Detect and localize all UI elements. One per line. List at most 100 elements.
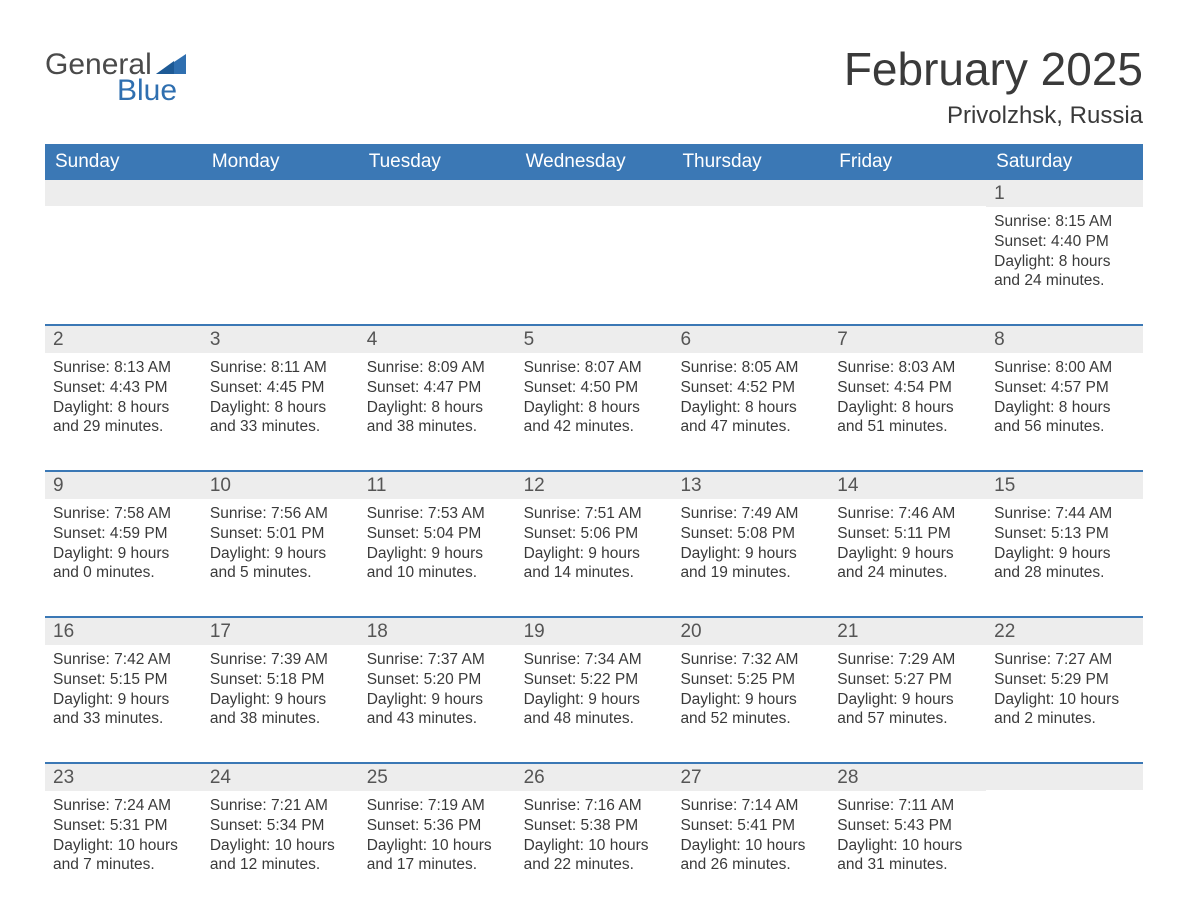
day-details: Sunrise: 8:15 AMSunset: 4:40 PMDaylight:… bbox=[986, 207, 1143, 295]
day-detail-line: Sunset: 5:11 PM bbox=[837, 524, 978, 544]
day-detail-line: Daylight: 9 hours bbox=[367, 544, 508, 564]
day-cell bbox=[672, 180, 829, 300]
day-detail-line: Sunrise: 7:51 AM bbox=[524, 504, 665, 524]
day-number: 18 bbox=[359, 618, 516, 645]
day-detail-line: Sunrise: 8:11 AM bbox=[210, 358, 351, 378]
day-number: 27 bbox=[672, 764, 829, 791]
day-cell: 22Sunrise: 7:27 AMSunset: 5:29 PMDayligh… bbox=[986, 618, 1143, 738]
day-detail-line: Daylight: 10 hours bbox=[367, 836, 508, 856]
day-details: Sunrise: 7:16 AMSunset: 5:38 PMDaylight:… bbox=[516, 791, 673, 879]
day-detail-line: Daylight: 9 hours bbox=[680, 690, 821, 710]
day-detail-line: and 28 minutes. bbox=[994, 563, 1135, 583]
day-detail-line: and 7 minutes. bbox=[53, 855, 194, 875]
weekday-header: Monday bbox=[202, 144, 359, 180]
day-detail-line: Daylight: 10 hours bbox=[994, 690, 1135, 710]
day-detail-line: Sunset: 4:54 PM bbox=[837, 378, 978, 398]
day-detail-line: Daylight: 9 hours bbox=[837, 690, 978, 710]
day-cell bbox=[202, 180, 359, 300]
day-details: Sunrise: 7:24 AMSunset: 5:31 PMDaylight:… bbox=[45, 791, 202, 879]
day-details: Sunrise: 7:46 AMSunset: 5:11 PMDaylight:… bbox=[829, 499, 986, 587]
day-detail-line: and 42 minutes. bbox=[524, 417, 665, 437]
day-number: 23 bbox=[45, 764, 202, 791]
day-detail-line: Daylight: 10 hours bbox=[53, 836, 194, 856]
day-cell: 25Sunrise: 7:19 AMSunset: 5:36 PMDayligh… bbox=[359, 764, 516, 884]
day-detail-line: Daylight: 9 hours bbox=[680, 544, 821, 564]
day-detail-line: Daylight: 10 hours bbox=[680, 836, 821, 856]
day-detail-line: Sunrise: 7:27 AM bbox=[994, 650, 1135, 670]
logo: General Blue bbox=[45, 30, 186, 106]
day-detail-line: Sunrise: 7:49 AM bbox=[680, 504, 821, 524]
day-detail-line: Sunrise: 8:03 AM bbox=[837, 358, 978, 378]
day-number: 13 bbox=[672, 472, 829, 499]
day-detail-line: Daylight: 10 hours bbox=[210, 836, 351, 856]
day-cell: 15Sunrise: 7:44 AMSunset: 5:13 PMDayligh… bbox=[986, 472, 1143, 592]
day-detail-line: Daylight: 9 hours bbox=[994, 544, 1135, 564]
day-details: Sunrise: 7:11 AMSunset: 5:43 PMDaylight:… bbox=[829, 791, 986, 879]
day-details: Sunrise: 7:49 AMSunset: 5:08 PMDaylight:… bbox=[672, 499, 829, 587]
day-detail-line: Sunset: 4:52 PM bbox=[680, 378, 821, 398]
day-detail-line: and 29 minutes. bbox=[53, 417, 194, 437]
day-cell: 12Sunrise: 7:51 AMSunset: 5:06 PMDayligh… bbox=[516, 472, 673, 592]
weekday-header: Sunday bbox=[45, 144, 202, 180]
day-cell bbox=[516, 180, 673, 300]
month-title: February 2025 bbox=[844, 42, 1143, 96]
day-detail-line: and 24 minutes. bbox=[994, 271, 1135, 291]
day-detail-line: Sunset: 4:47 PM bbox=[367, 378, 508, 398]
day-detail-line: Sunset: 4:43 PM bbox=[53, 378, 194, 398]
calendar: Sunday Monday Tuesday Wednesday Thursday… bbox=[45, 144, 1143, 884]
weekday-header: Tuesday bbox=[359, 144, 516, 180]
day-detail-line: Sunset: 5:04 PM bbox=[367, 524, 508, 544]
day-number: 8 bbox=[986, 326, 1143, 353]
day-detail-line: Sunrise: 8:15 AM bbox=[994, 212, 1135, 232]
day-detail-line: Sunrise: 8:13 AM bbox=[53, 358, 194, 378]
calendar-week: 16Sunrise: 7:42 AMSunset: 5:15 PMDayligh… bbox=[45, 616, 1143, 738]
day-detail-line: Daylight: 9 hours bbox=[53, 544, 194, 564]
day-cell: 11Sunrise: 7:53 AMSunset: 5:04 PMDayligh… bbox=[359, 472, 516, 592]
day-number: 15 bbox=[986, 472, 1143, 499]
day-detail-line: Daylight: 8 hours bbox=[210, 398, 351, 418]
weekday-header: Wednesday bbox=[516, 144, 673, 180]
day-cell bbox=[986, 764, 1143, 884]
day-detail-line: Daylight: 8 hours bbox=[524, 398, 665, 418]
day-cell: 6Sunrise: 8:05 AMSunset: 4:52 PMDaylight… bbox=[672, 326, 829, 446]
day-detail-line: Sunset: 5:29 PM bbox=[994, 670, 1135, 690]
day-detail-line: and 56 minutes. bbox=[994, 417, 1135, 437]
day-detail-line: Sunset: 5:18 PM bbox=[210, 670, 351, 690]
day-cell: 18Sunrise: 7:37 AMSunset: 5:20 PMDayligh… bbox=[359, 618, 516, 738]
day-detail-line: and 26 minutes. bbox=[680, 855, 821, 875]
day-detail-line: Sunrise: 7:19 AM bbox=[367, 796, 508, 816]
day-detail-line: Sunrise: 7:32 AM bbox=[680, 650, 821, 670]
day-cell: 4Sunrise: 8:09 AMSunset: 4:47 PMDaylight… bbox=[359, 326, 516, 446]
day-number bbox=[45, 180, 202, 206]
day-details: Sunrise: 7:51 AMSunset: 5:06 PMDaylight:… bbox=[516, 499, 673, 587]
day-detail-line: Sunrise: 7:39 AM bbox=[210, 650, 351, 670]
day-detail-line: Sunrise: 7:16 AM bbox=[524, 796, 665, 816]
day-detail-line: Sunrise: 7:53 AM bbox=[367, 504, 508, 524]
day-detail-line: Daylight: 9 hours bbox=[524, 690, 665, 710]
day-number: 3 bbox=[202, 326, 359, 353]
day-number: 4 bbox=[359, 326, 516, 353]
day-cell bbox=[829, 180, 986, 300]
day-detail-line: Sunset: 4:50 PM bbox=[524, 378, 665, 398]
day-details: Sunrise: 7:39 AMSunset: 5:18 PMDaylight:… bbox=[202, 645, 359, 733]
day-detail-line: Daylight: 10 hours bbox=[524, 836, 665, 856]
day-number bbox=[986, 764, 1143, 790]
day-details: Sunrise: 8:11 AMSunset: 4:45 PMDaylight:… bbox=[202, 353, 359, 441]
day-detail-line: Sunrise: 8:09 AM bbox=[367, 358, 508, 378]
day-detail-line: Daylight: 8 hours bbox=[680, 398, 821, 418]
day-detail-line: Sunrise: 8:00 AM bbox=[994, 358, 1135, 378]
day-details: Sunrise: 8:00 AMSunset: 4:57 PMDaylight:… bbox=[986, 353, 1143, 441]
day-detail-line: Sunrise: 7:56 AM bbox=[210, 504, 351, 524]
day-details: Sunrise: 7:21 AMSunset: 5:34 PMDaylight:… bbox=[202, 791, 359, 879]
day-detail-line: Sunset: 5:43 PM bbox=[837, 816, 978, 836]
day-detail-line: and 31 minutes. bbox=[837, 855, 978, 875]
day-number: 6 bbox=[672, 326, 829, 353]
day-detail-line: Sunset: 5:22 PM bbox=[524, 670, 665, 690]
day-detail-line: Daylight: 9 hours bbox=[367, 690, 508, 710]
day-cell: 23Sunrise: 7:24 AMSunset: 5:31 PMDayligh… bbox=[45, 764, 202, 884]
day-detail-line: Daylight: 9 hours bbox=[210, 690, 351, 710]
day-detail-line: Daylight: 9 hours bbox=[837, 544, 978, 564]
day-detail-line: and 48 minutes. bbox=[524, 709, 665, 729]
day-detail-line: Sunset: 5:13 PM bbox=[994, 524, 1135, 544]
day-cell: 3Sunrise: 8:11 AMSunset: 4:45 PMDaylight… bbox=[202, 326, 359, 446]
